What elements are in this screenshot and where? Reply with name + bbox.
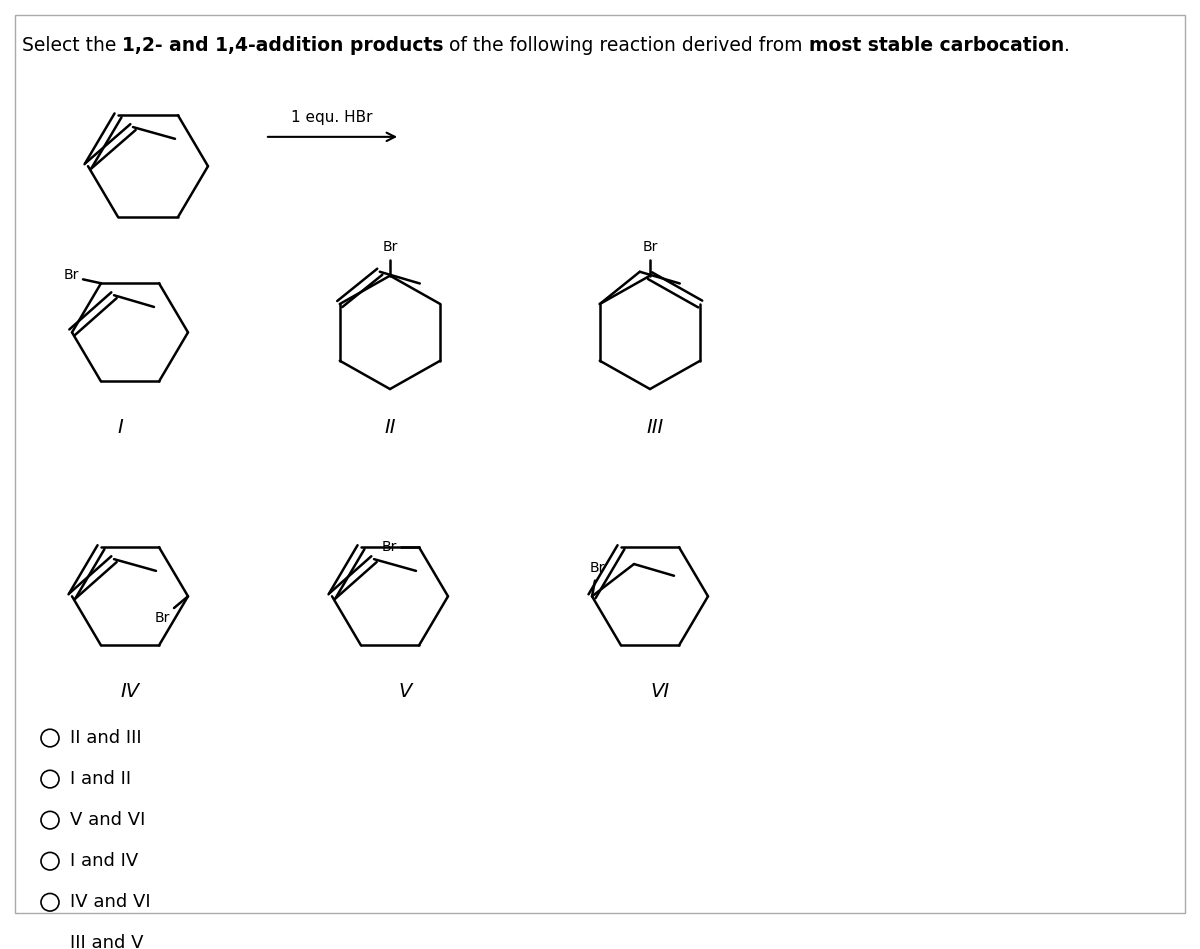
- Text: III and V: III and V: [70, 935, 144, 949]
- Text: Br: Br: [64, 269, 79, 283]
- Text: IV: IV: [120, 682, 139, 701]
- Text: IV and VI: IV and VI: [70, 893, 151, 911]
- Text: I: I: [118, 419, 122, 437]
- Text: VI: VI: [650, 682, 670, 701]
- Text: V: V: [398, 682, 412, 701]
- Text: V and VI: V and VI: [70, 811, 145, 829]
- Text: .: .: [1064, 36, 1070, 55]
- Text: Br: Br: [642, 240, 658, 254]
- Text: of the following reaction derived from: of the following reaction derived from: [444, 36, 809, 55]
- Text: II: II: [384, 419, 396, 437]
- Text: Br: Br: [155, 611, 170, 625]
- Text: I and II: I and II: [70, 770, 131, 788]
- Text: Select the: Select the: [22, 36, 122, 55]
- Text: Br: Br: [589, 561, 605, 575]
- Text: 1,2- and 1,4-addition products: 1,2- and 1,4-addition products: [122, 36, 444, 55]
- Text: I and IV: I and IV: [70, 852, 138, 870]
- Text: Br: Br: [382, 540, 397, 554]
- Text: most stable carbocation: most stable carbocation: [809, 36, 1064, 55]
- Text: III: III: [647, 419, 664, 437]
- Text: 1 equ. HBr: 1 equ. HBr: [292, 110, 373, 125]
- Text: II and III: II and III: [70, 729, 142, 747]
- Text: Br: Br: [383, 240, 397, 254]
